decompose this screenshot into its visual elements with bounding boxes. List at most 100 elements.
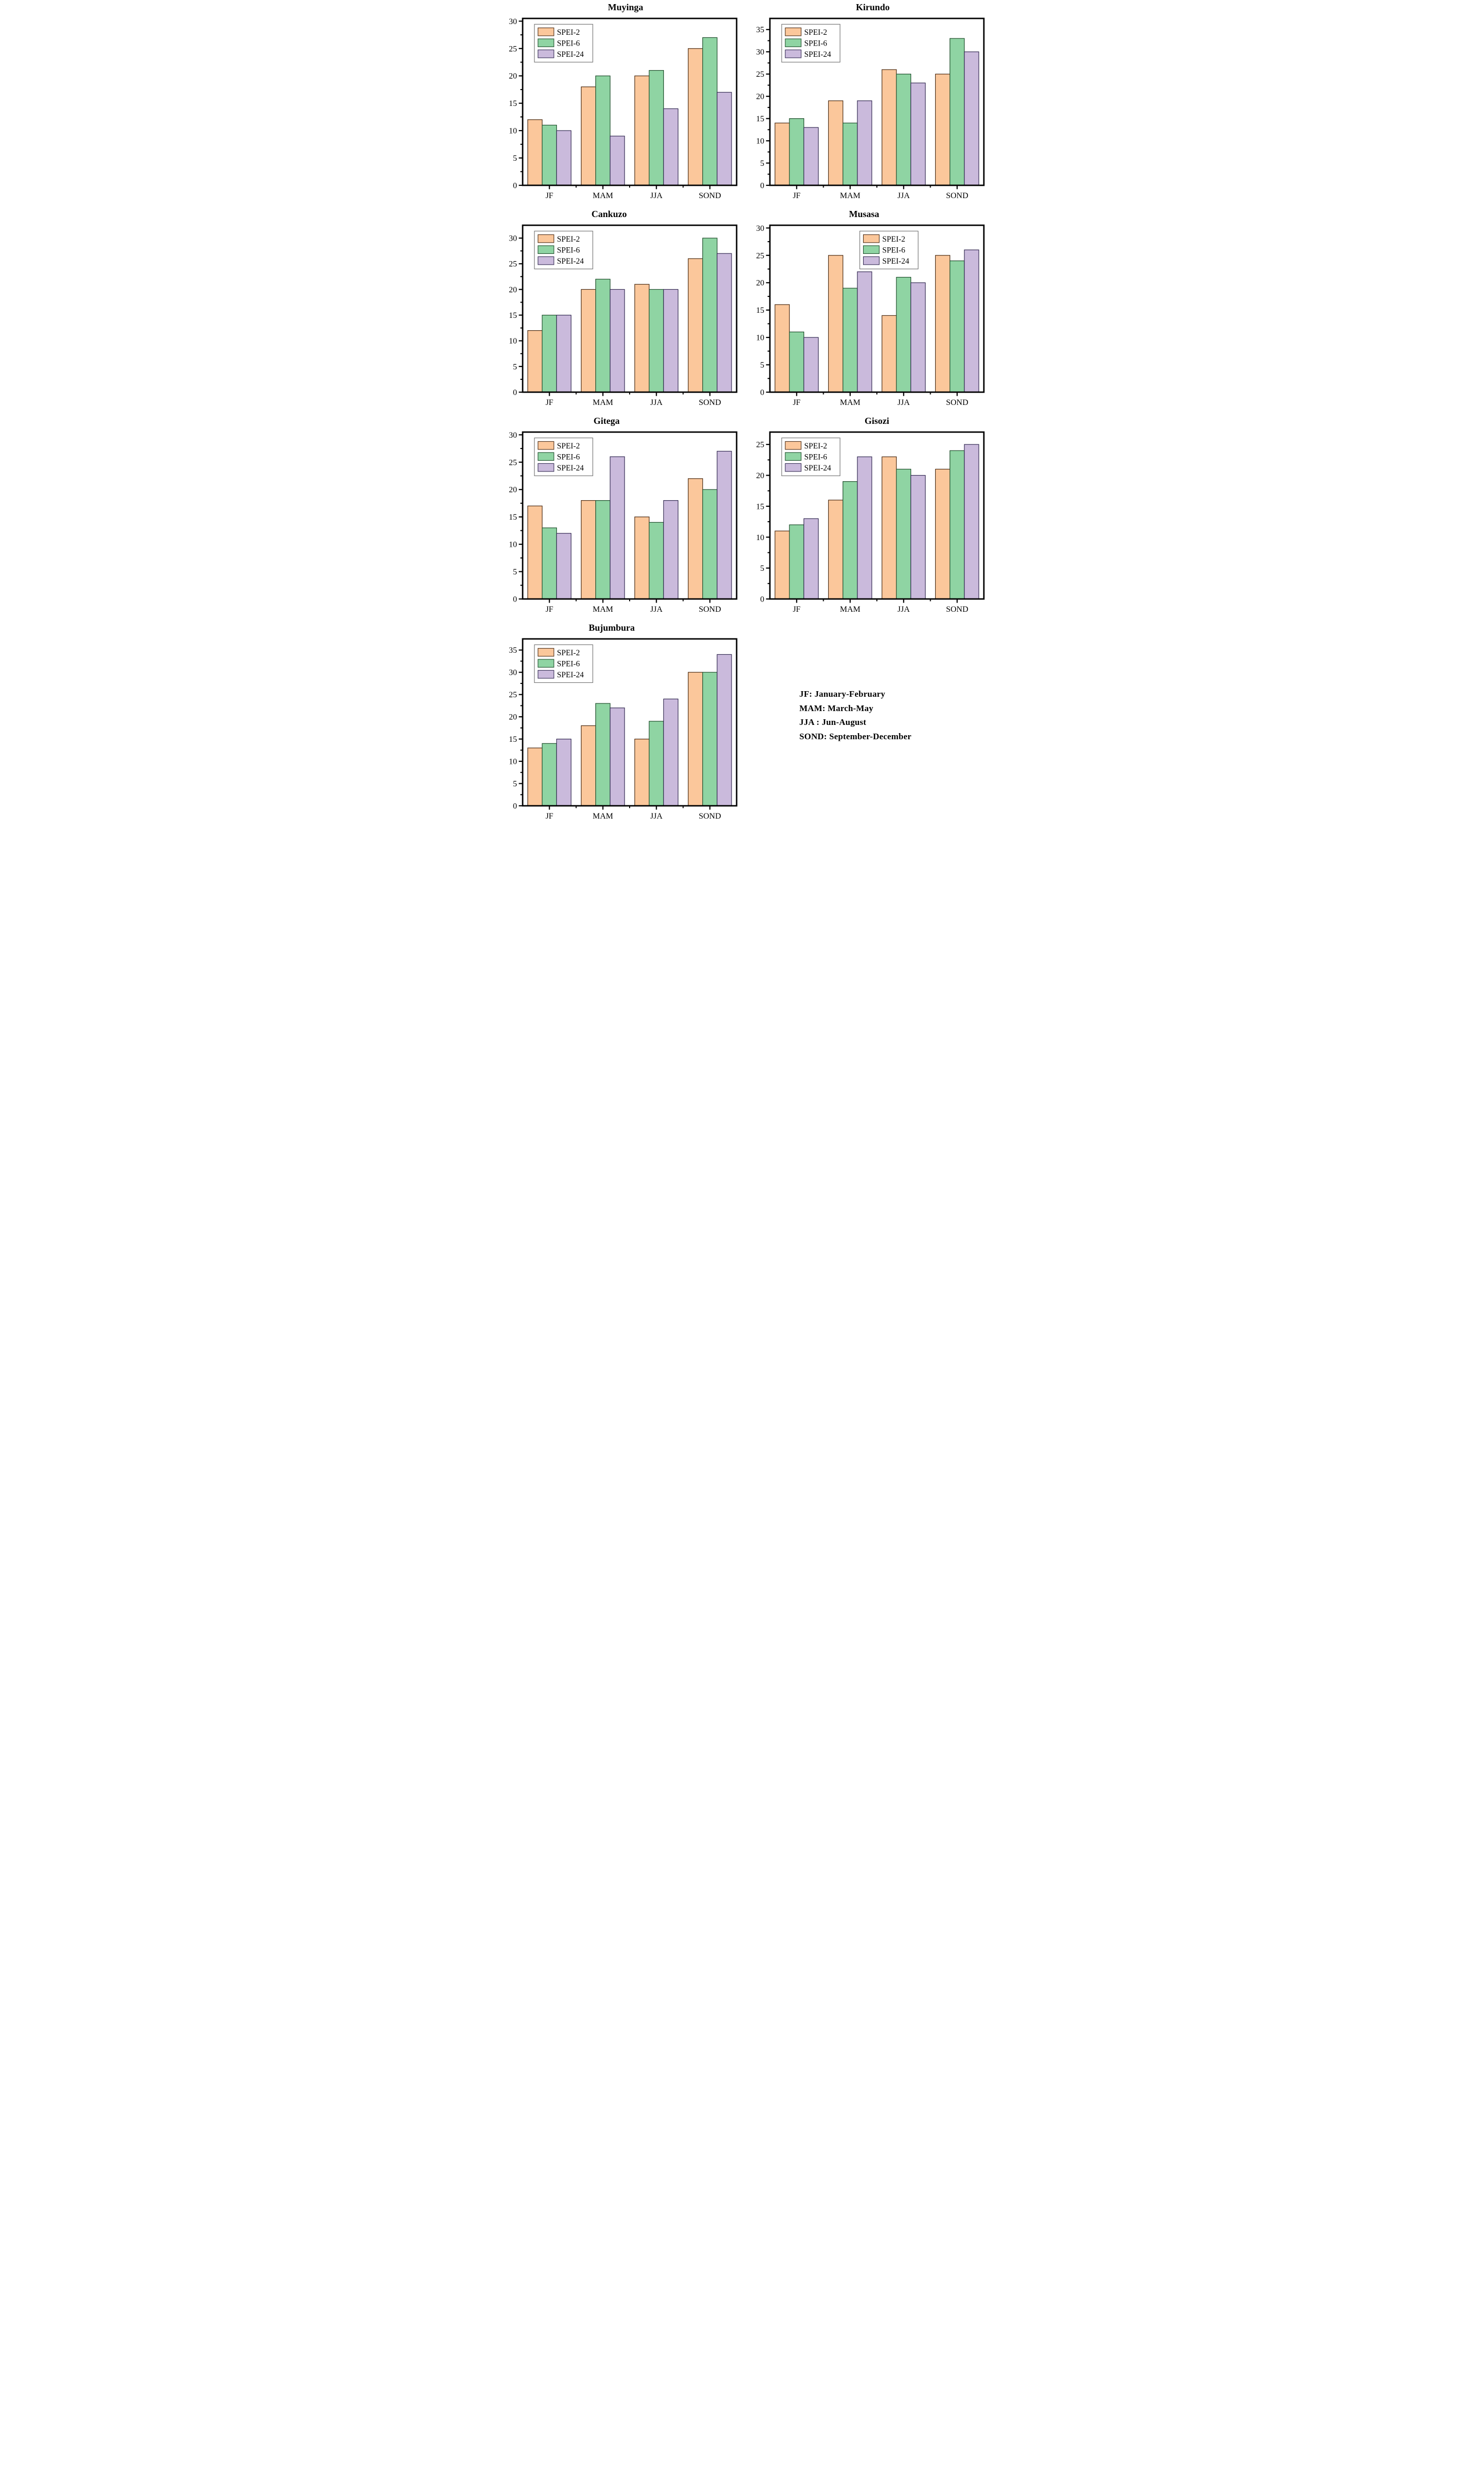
y-tick-label: 10 <box>509 758 517 766</box>
spei-seasonal-drought-figure: 0 5 10 15 20 25 30 JF MAM JJA SOND SPEI-2 SPEI-6 SPEI… <box>494 0 990 827</box>
y-tick-label: 20 <box>509 486 517 495</box>
bar-cankuzo-JJA-SPEI-6 <box>649 289 664 393</box>
y-tick-label: 0 <box>760 389 764 397</box>
bar-cankuzo-JF-SPEI-2 <box>527 330 543 393</box>
bar-musasa-JJA-SPEI-6 <box>896 276 911 393</box>
x-tick-label: JJA <box>897 605 910 614</box>
y-tick-label: 5 <box>513 154 517 163</box>
legend-kirundo: SPEI-2 SPEI-6 SPEI-24 <box>781 24 841 63</box>
legend-label-SPEI-24: SPEI-24 <box>804 464 831 473</box>
legend-label-SPEI-24: SPEI-24 <box>556 257 584 266</box>
y-tick-label: 0 <box>513 802 517 811</box>
legend-label-SPEI-6: SPEI-6 <box>556 39 579 48</box>
bar-musasa-JJA-SPEI-2 <box>881 315 897 393</box>
bar-bujumbura-MAM-SPEI-24 <box>609 708 625 806</box>
bar-bujumbura-SOND-SPEI-2 <box>687 672 703 806</box>
y-tick-label: 35 <box>756 26 764 34</box>
plot-frame-bujumbura <box>522 638 737 807</box>
x-tick-label: SOND <box>698 812 721 821</box>
legend-label-SPEI-2: SPEI-2 <box>556 649 579 657</box>
plot-frame-gitega <box>522 431 737 600</box>
y-tick-label: 10 <box>509 337 517 346</box>
bar-bujumbura-JJA-SPEI-2 <box>634 739 650 806</box>
x-axis-gisozi: JF MAM JJA SOND <box>792 599 968 614</box>
x-axis-gitega: JF MAM JJA SOND <box>545 599 721 614</box>
bar-cankuzo-MAM-SPEI-2 <box>580 289 596 393</box>
bar-gitega-JF-SPEI-6 <box>542 527 557 599</box>
x-axis-bujumbura: JF MAM JJA SOND <box>545 806 721 821</box>
bar-gitega-SOND-SPEI-2 <box>687 478 703 599</box>
legend-cankuzo: SPEI-2 SPEI-6 SPEI-24 <box>533 230 593 270</box>
bar-gitega-JJA-SPEI-24 <box>663 500 678 599</box>
y-tick-label: 25 <box>756 70 764 79</box>
plot-frame-kirundo <box>769 17 984 186</box>
bar-gisozi-MAM-SPEI-2 <box>828 500 843 599</box>
bar-kirundo-JF-SPEI-2 <box>774 122 790 186</box>
bar-kirundo-MAM-SPEI-24 <box>856 100 872 186</box>
legend-label-SPEI-24: SPEI-24 <box>556 50 584 59</box>
bar-gisozi-SOND-SPEI-6 <box>949 450 964 599</box>
y-tick-label: 25 <box>509 691 517 699</box>
y-tick-label: 25 <box>756 251 764 260</box>
bar-gisozi-JJA-SPEI-6 <box>896 468 911 599</box>
legend-label-SPEI-6: SPEI-6 <box>556 659 579 668</box>
y-tick-label: 10 <box>756 334 764 342</box>
x-axis-musasa: JF MAM JJA SOND <box>792 392 968 407</box>
legend-swatch-SPEI-6 <box>537 452 554 461</box>
bar-gitega-SOND-SPEI-6 <box>702 489 717 599</box>
x-axis-kirundo: JF MAM JJA SOND <box>792 185 968 200</box>
x-tick-label: SOND <box>945 191 968 200</box>
y-tick-label: 5 <box>513 780 517 788</box>
y-tick-label: 30 <box>756 224 764 233</box>
legend-swatch-SPEI-6 <box>863 245 879 254</box>
legend-swatch-SPEI-24 <box>537 463 554 472</box>
plot-frame-gisozi <box>769 431 984 600</box>
bar-muyinga-JF-SPEI-24 <box>556 130 571 186</box>
y-tick-label: 15 <box>509 735 517 744</box>
y-tick-label: 15 <box>509 311 517 320</box>
legend-label-SPEI-2: SPEI-2 <box>556 442 579 451</box>
legend-label-SPEI-24: SPEI-24 <box>882 257 909 266</box>
note-line-mam: MAM: March-May <box>799 703 874 713</box>
legend-swatch-SPEI-24 <box>537 670 554 679</box>
bars-gisozi <box>774 444 979 599</box>
legend-musasa: SPEI-2 SPEI-6 SPEI-24 <box>859 230 918 270</box>
legend-swatch-SPEI-24 <box>784 463 802 472</box>
y-tick-label: 25 <box>756 441 764 449</box>
legend-label-SPEI-2: SPEI-2 <box>804 28 827 37</box>
x-tick-label: MAM <box>840 605 860 614</box>
legend-label-SPEI-2: SPEI-2 <box>556 28 579 37</box>
x-tick-label: JF <box>545 191 553 200</box>
y-tick-label: 15 <box>756 115 764 123</box>
legend-swatch-SPEI-2 <box>537 27 554 36</box>
legend-swatch-SPEI-2 <box>784 27 802 36</box>
legend-swatch-SPEI-2 <box>863 234 879 243</box>
x-tick-label: JJA <box>650 605 662 614</box>
bar-kirundo-JF-SPEI-24 <box>803 127 819 186</box>
bar-kirundo-MAM-SPEI-2 <box>828 100 843 186</box>
bars-muyinga <box>527 37 732 186</box>
legend-swatch-SPEI-24 <box>537 49 554 58</box>
x-tick-label: JJA <box>650 812 662 821</box>
legend-bujumbura: SPEI-2 SPEI-6 SPEI-24 <box>533 644 593 683</box>
chart-title-bujumbura: Bujumbura <box>588 623 634 633</box>
chart-cell-gitega: 0 5 10 15 20 25 30 JF MAM JJA SOND SPEI-2 SPEI-6 SPEI… <box>495 414 742 620</box>
bar-muyinga-JJA-SPEI-24 <box>663 108 678 186</box>
bar-gisozi-MAM-SPEI-6 <box>842 481 857 599</box>
y-axis-bujumbura: 0 5 10 15 20 25 30 35 <box>509 646 523 811</box>
y-tick-label: 30 <box>756 48 764 57</box>
legend-label-SPEI-24: SPEI-24 <box>804 50 831 59</box>
legend-label-SPEI-2: SPEI-2 <box>556 235 579 244</box>
y-tick-label: 0 <box>760 182 764 190</box>
chart-cell-muyinga: 0 5 10 15 20 25 30 JF MAM JJA SOND SPEI-2 SPEI-6 SPEI… <box>495 0 742 207</box>
bar-cankuzo-JJA-SPEI-24 <box>663 289 678 393</box>
bar-muyinga-SOND-SPEI-2 <box>687 48 703 186</box>
x-tick-label: MAM <box>592 191 613 200</box>
bar-musasa-MAM-SPEI-6 <box>842 288 857 393</box>
legend-label-SPEI-2: SPEI-2 <box>804 442 827 451</box>
legend-swatch-SPEI-6 <box>537 659 554 668</box>
x-tick-label: MAM <box>592 605 613 614</box>
chart-cell-bujumbura: 0 5 10 15 20 25 30 35 JF MAM JJA SOND SPEI-2 SPEI-6 SP… <box>495 620 742 827</box>
